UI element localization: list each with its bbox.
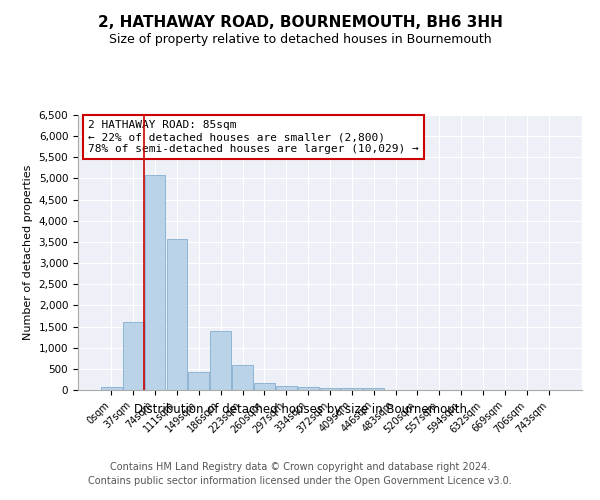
Bar: [145, 176, 166, 390]
Text: 2, HATHAWAY ROAD, BOURNEMOUTH, BH6 3HH: 2, HATHAWAY ROAD, BOURNEMOUTH, BH6 3HH: [98, 15, 502, 30]
Bar: [320, 388, 340, 390]
Bar: [276, 386, 296, 390]
Text: Distribution of detached houses by size in Bournemouth: Distribution of detached houses by size …: [133, 402, 467, 415]
Bar: [254, 383, 275, 390]
Text: 2 HATHAWAY ROAD: 85sqm
← 22% of detached houses are smaller (2,800)
78% of semi-: 2 HATHAWAY ROAD: 85sqm ← 22% of detached…: [88, 120, 419, 154]
Bar: [341, 388, 362, 390]
Y-axis label: Number of detached properties: Number of detached properties: [23, 165, 33, 340]
Bar: [232, 364, 253, 390]
Text: Contains HM Land Registry data © Crown copyright and database right 2024.: Contains HM Land Registry data © Crown c…: [110, 462, 490, 472]
Bar: [188, 372, 209, 390]
Bar: [167, 239, 187, 390]
Bar: [123, 322, 143, 390]
Bar: [364, 388, 384, 390]
Bar: [298, 387, 319, 390]
Text: Size of property relative to detached houses in Bournemouth: Size of property relative to detached ho…: [109, 32, 491, 46]
Text: Contains public sector information licensed under the Open Government Licence v3: Contains public sector information licen…: [88, 476, 512, 486]
Bar: [101, 387, 122, 390]
Bar: [210, 331, 231, 390]
